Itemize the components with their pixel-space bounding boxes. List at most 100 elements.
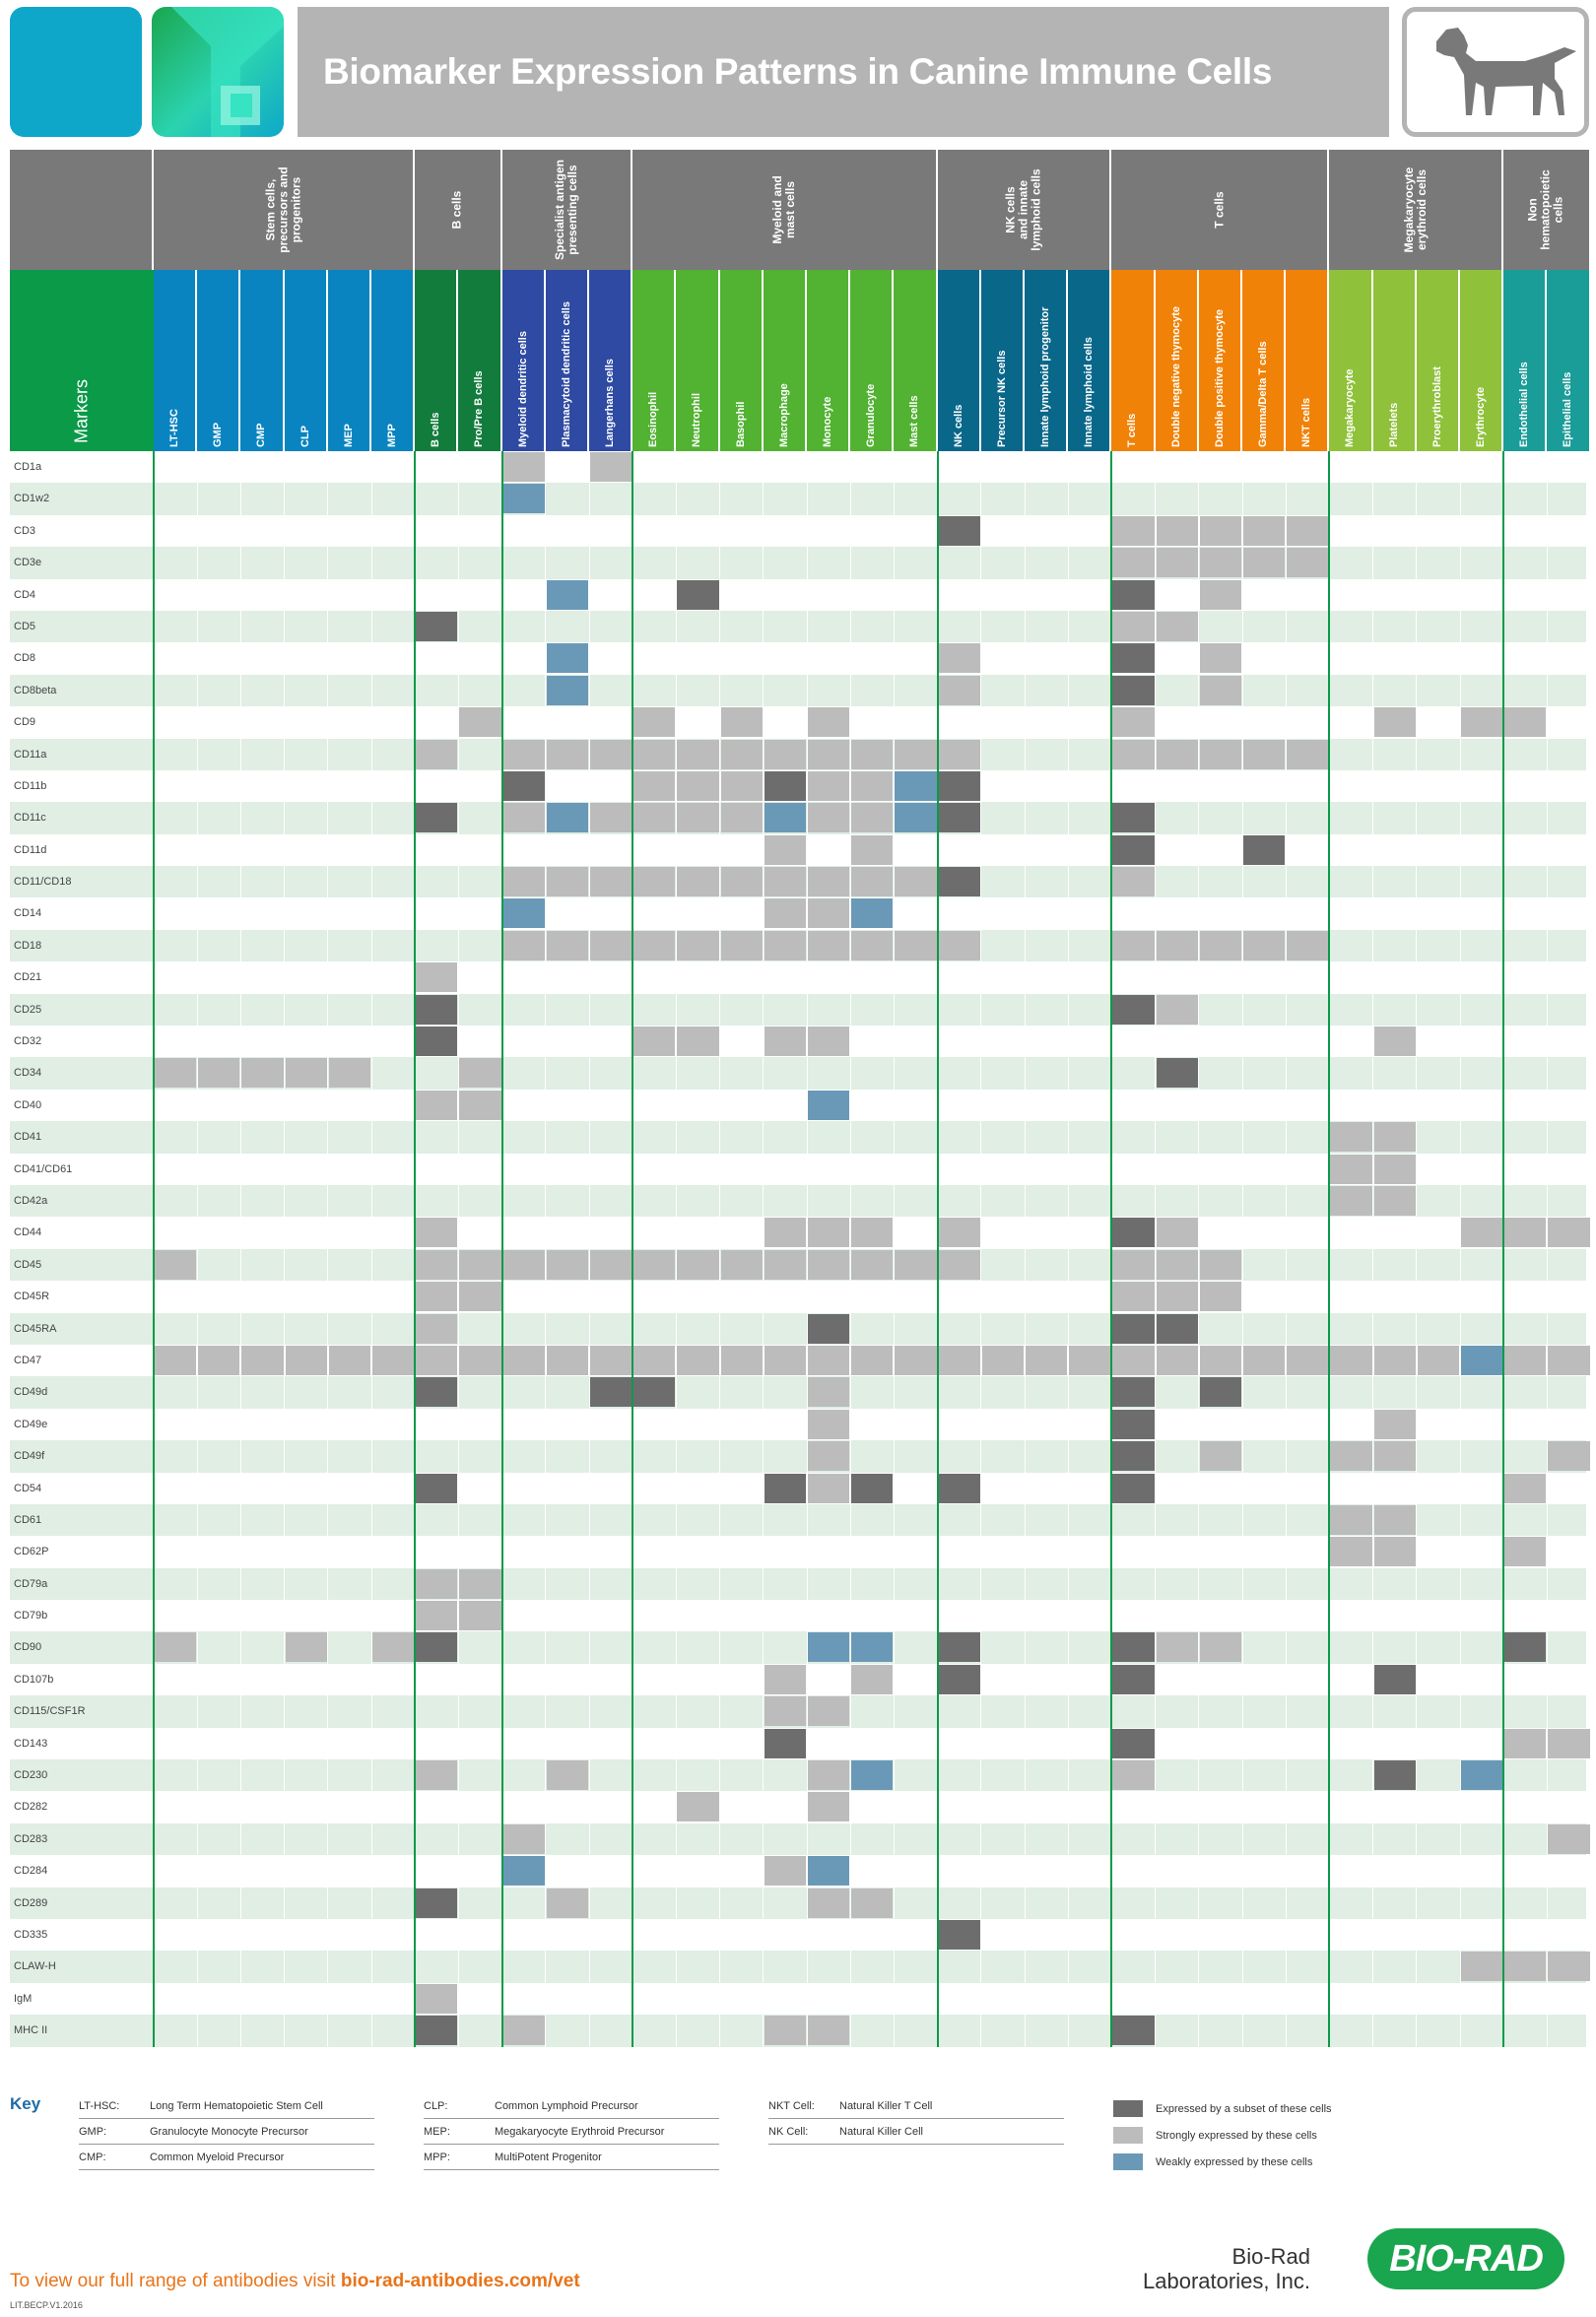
expression-cell <box>590 1345 632 1375</box>
table-row: CD42a <box>10 1184 1586 1218</box>
expression-cell <box>938 803 980 833</box>
group-label: Myeloid and mast cells <box>769 175 797 244</box>
legend-swatch <box>1113 2153 1143 2170</box>
abbreviation-meaning: Common Myeloid Precursor <box>150 2152 285 2163</box>
table-row: CD3e <box>10 547 1586 579</box>
column-divider <box>1590 451 1592 2047</box>
marker-label: CD289 <box>14 1896 48 1909</box>
expression-cell <box>1112 1728 1155 1758</box>
expression-cell <box>851 1760 894 1791</box>
marker-label: CD54 <box>14 1482 42 1494</box>
table-row: CLAW-H <box>10 1951 1590 1983</box>
table-row: CD25 <box>10 993 1586 1026</box>
abbreviation-item: MPP: MultiPotent Progenitor <box>424 2146 719 2170</box>
column-header: Innate lymphoid cells <box>1068 270 1112 451</box>
column-header: MPP <box>371 270 416 451</box>
expression-cell <box>546 675 588 705</box>
table-row: CD41/CD61 <box>10 1153 1586 1185</box>
expression-cell <box>808 1473 850 1503</box>
expression-cell <box>1373 1154 1416 1184</box>
table-row: CD47 <box>10 1344 1590 1377</box>
expression-cell <box>1156 548 1198 578</box>
footer-visit-text: To view our full range of antibodies vis… <box>10 2271 580 2292</box>
abbreviation: LT-HSC: <box>79 2100 120 2112</box>
expression-cell <box>677 867 719 897</box>
column-header: Platelets <box>1372 270 1417 451</box>
column-label: Monocyte <box>822 396 834 447</box>
expression-cell <box>808 1345 850 1375</box>
column-divider <box>1416 451 1418 2047</box>
expression-cell <box>1112 1409 1155 1439</box>
table-row: CD21 <box>10 961 1586 994</box>
table-row: CD45RA <box>10 1312 1586 1345</box>
expression-cell <box>851 1664 894 1694</box>
group-divider <box>414 451 417 2047</box>
marker-label: CD3e <box>14 557 42 569</box>
column-label: Granulocyte <box>865 383 878 447</box>
visit-link[interactable]: bio-rad-antibodies.com/vet <box>340 2271 580 2291</box>
marker-label: CD4 <box>14 588 36 601</box>
expression-cell <box>808 707 850 738</box>
expression-cell <box>1156 1218 1198 1248</box>
column-label: Epithelial cells <box>1562 371 1574 447</box>
marker-label: CD62P <box>14 1546 49 1558</box>
table-row: CD79a <box>10 1567 1586 1601</box>
title-bar: Biomarker Expression Patterns in Canine … <box>298 7 1389 137</box>
expression-cell <box>851 1218 894 1248</box>
column-divider <box>719 451 721 2047</box>
expression-cell <box>764 1473 806 1503</box>
expression-cell <box>677 1026 719 1057</box>
group-divider <box>1328 451 1331 2047</box>
column-header: LT-HSC <box>154 270 198 451</box>
column-label: Proerythroblast <box>1430 366 1443 447</box>
expression-cell <box>1199 1632 1241 1663</box>
abbreviation-meaning: Long Term Hematopoietic Stem Cell <box>150 2100 323 2112</box>
expression-cell <box>808 770 850 801</box>
expression-cell <box>1199 675 1241 705</box>
column-label: Erythrocyte <box>1475 386 1488 447</box>
column-header-row: Markers LT-HSC GMP CMP CLP MEP MPP B cells Pro/… <box>10 270 1591 451</box>
abbreviation-item: GMP: Granulocyte Monocyte Precursor <box>79 2120 374 2145</box>
group-label: Specialist antigen presenting cells <box>552 159 579 261</box>
marker-label: CD1w2 <box>14 493 50 505</box>
expression-cell <box>1287 739 1329 769</box>
expression-cell <box>764 1664 806 1694</box>
table-row: CD32 <box>10 1026 1586 1058</box>
expression-cell <box>1199 1249 1241 1280</box>
marker-label: CD335 <box>14 1928 48 1941</box>
expression-cell <box>1199 548 1241 578</box>
expression-cell <box>1156 1282 1198 1312</box>
column-label: Innate lymphoid cells <box>1083 337 1096 447</box>
marker-label: CD49e <box>14 1418 48 1430</box>
expression-cell <box>502 1856 545 1887</box>
table-row: CD5 <box>10 610 1586 643</box>
marker-label: CLAW-H <box>14 1960 56 1973</box>
expression-cell <box>285 1058 327 1089</box>
expression-cell <box>155 1345 197 1375</box>
expression-cell <box>1112 1218 1155 1248</box>
table-row: CD1w2 <box>10 483 1586 515</box>
dog-logo-box <box>1402 7 1589 137</box>
expression-cell <box>808 1632 850 1663</box>
column-label: Basophil <box>734 401 747 447</box>
expression-cell <box>155 1058 197 1089</box>
group-label: NK cells and innate lymphoid cells <box>1003 168 1043 251</box>
expression-cell <box>1112 1249 1155 1280</box>
marker-label: CD79b <box>14 1610 48 1622</box>
marker-label: CD8 <box>14 652 36 665</box>
expression-cell <box>938 643 980 674</box>
expression-cell <box>1243 548 1286 578</box>
column-header: Precursor NK cells <box>980 270 1025 451</box>
expression-cell <box>1373 1122 1416 1153</box>
expression-cell <box>808 1377 850 1408</box>
expression-cell <box>590 1377 632 1408</box>
expression-cell <box>764 739 806 769</box>
expression-cell <box>938 770 980 801</box>
expression-cell <box>1504 1345 1547 1375</box>
column-label: Neutrophil <box>691 393 703 447</box>
expression-cell <box>1548 1218 1590 1248</box>
expression-cell <box>1417 1345 1459 1375</box>
expression-cell <box>633 1026 676 1057</box>
group-divider <box>1502 451 1505 2047</box>
expression-cell <box>1461 1345 1503 1375</box>
